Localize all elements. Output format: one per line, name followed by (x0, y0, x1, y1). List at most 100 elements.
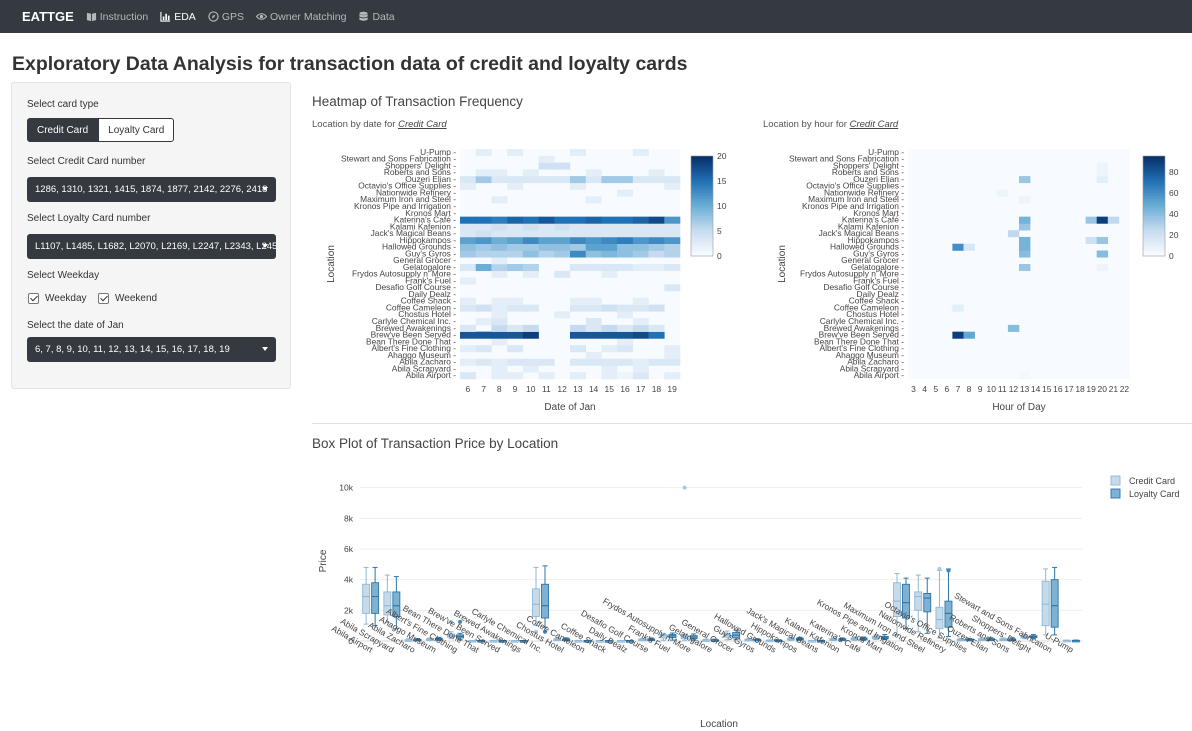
colorbar-segment (691, 246, 713, 249)
heatmap-cell (539, 176, 555, 183)
credit-card-option[interactable]: Credit Card (27, 118, 98, 142)
heatmap-cell (507, 298, 523, 305)
nav-instruction-label: Instruction (100, 11, 148, 23)
heatmap-cell (523, 305, 539, 312)
heatmap-cell (601, 372, 617, 379)
heatmap-cell (617, 230, 633, 237)
colorbar-tick-label: 20 (1169, 230, 1179, 240)
heatmap-cell (570, 237, 586, 244)
box-body (936, 607, 943, 628)
heatmap-cell (523, 250, 539, 257)
box-outlier-point (946, 568, 950, 572)
heatmap-cell (1097, 237, 1108, 244)
weekend-checkbox[interactable]: Weekend (98, 293, 157, 304)
x-tick-label: 20 (1098, 384, 1108, 394)
nav-instruction[interactable]: Instruction (86, 11, 148, 23)
colorbar-segment (1143, 211, 1165, 214)
nav-owner-matching-label: Owner Matching (270, 11, 346, 23)
heatmap-cell (617, 244, 633, 251)
x-tick-label: 6 (465, 384, 470, 394)
heatmap-cell (570, 250, 586, 257)
nav-eda[interactable]: EDA (160, 11, 196, 23)
heatmap-cell (1008, 325, 1019, 332)
colorbar-tick-label: 15 (717, 176, 727, 186)
heatmap-cell (586, 359, 602, 366)
heatmap-cell (601, 264, 617, 271)
colorbar-segment (691, 194, 713, 197)
heatmap-cell (507, 264, 523, 271)
heatmap-cell (617, 338, 633, 345)
heatmap-cell (570, 223, 586, 230)
heatmap-cell (617, 372, 633, 379)
credit-card-number-select[interactable]: 1286, 1310, 1321, 1415, 1874, 1877, 2142… (27, 177, 276, 202)
heatmap-cell (476, 305, 492, 312)
x-tick-label: 7 (956, 384, 961, 394)
x-tick-label: 14 (589, 384, 599, 394)
database-icon (358, 11, 369, 22)
heatmap-cell (570, 372, 586, 379)
heatmap-cell (460, 250, 476, 257)
x-tick-label: 9 (513, 384, 518, 394)
heatmap-cell (491, 169, 507, 176)
heatmap-cell (601, 176, 617, 183)
colorbar-segment (691, 229, 713, 232)
checkbox-checked-icon[interactable] (98, 293, 109, 304)
x-tick-label: 11 (998, 384, 1007, 394)
heatmap-cell (1086, 237, 1097, 244)
heatmap-cell (491, 223, 507, 230)
nav-owner-matching[interactable]: Owner Matching (256, 11, 346, 23)
x-tick-label: 17 (636, 384, 646, 394)
colorbar-segment (691, 169, 713, 172)
date-select[interactable]: 6, 7, 8, 9, 10, 11, 12, 13, 14, 15, 16, … (27, 337, 276, 362)
box-outlier-point (937, 567, 941, 571)
colorbar-segment (691, 179, 713, 182)
date-heatmap-card-link[interactable]: Credit Card (398, 119, 447, 130)
colorbar-segment (1143, 181, 1165, 184)
app-brand[interactable]: EATTGE (0, 9, 86, 24)
heatmap-cell (507, 332, 523, 339)
weekday-checkbox[interactable]: Weekday (28, 293, 87, 304)
heatmap-cell (1019, 250, 1030, 257)
x-tick-label: 15 (605, 384, 615, 394)
loyalty-card-option[interactable]: Loyalty Card (98, 118, 174, 142)
y-tick-label: 8k (344, 513, 354, 523)
heatmap-cell (617, 311, 633, 318)
heatmap-cell (554, 163, 570, 170)
colorbar-segment (691, 201, 713, 204)
loyalty-card-number-select[interactable]: L1107, L1485, L1682, L2070, L2169, L2247… (27, 234, 276, 259)
heatmap-cell (491, 365, 507, 372)
nav-data[interactable]: Data (358, 11, 394, 23)
heatmap-cell (476, 237, 492, 244)
heatmap-cell (507, 244, 523, 251)
heatmap-cell (523, 223, 539, 230)
heatmap-cell (649, 264, 665, 271)
heatmap-cell (476, 332, 492, 339)
colorbar-segment (1143, 251, 1165, 254)
heatmap-cell (664, 217, 680, 224)
hour-heatmap-card-link[interactable]: Credit Card (850, 119, 899, 130)
nav-gps[interactable]: GPS (208, 11, 244, 23)
colorbar-segment (691, 251, 713, 254)
heatmap-cell (649, 176, 665, 183)
heatmap-cell (617, 345, 633, 352)
checkbox-checked-icon[interactable] (28, 293, 39, 304)
card-type-label: Select card type (27, 99, 99, 110)
heatmap-cell (649, 230, 665, 237)
heatmap-cell (476, 264, 492, 271)
heatmap-cell (476, 176, 492, 183)
heatmap-cell (601, 325, 617, 332)
heatmap-cell (507, 237, 523, 244)
heatmap-cell (952, 332, 963, 339)
heatmap-cell (523, 230, 539, 237)
heatmap-cell (476, 169, 492, 176)
heatmap-cell (570, 217, 586, 224)
date-heatmap-chart[interactable]: Abila Airport -Abila Scrapyard -Abila Za… (312, 140, 752, 418)
colorbar-segment (1143, 196, 1165, 199)
hour-heatmap-chart[interactable]: Abila Airport -Abila Scrapyard -Abila Za… (763, 140, 1192, 418)
heatmap-cell (476, 230, 492, 237)
x-tick-label: 19 (1086, 384, 1096, 394)
heatmap-cell (570, 305, 586, 312)
colorbar-tick-label: 10 (717, 201, 727, 211)
colorbar-segment (691, 184, 713, 187)
